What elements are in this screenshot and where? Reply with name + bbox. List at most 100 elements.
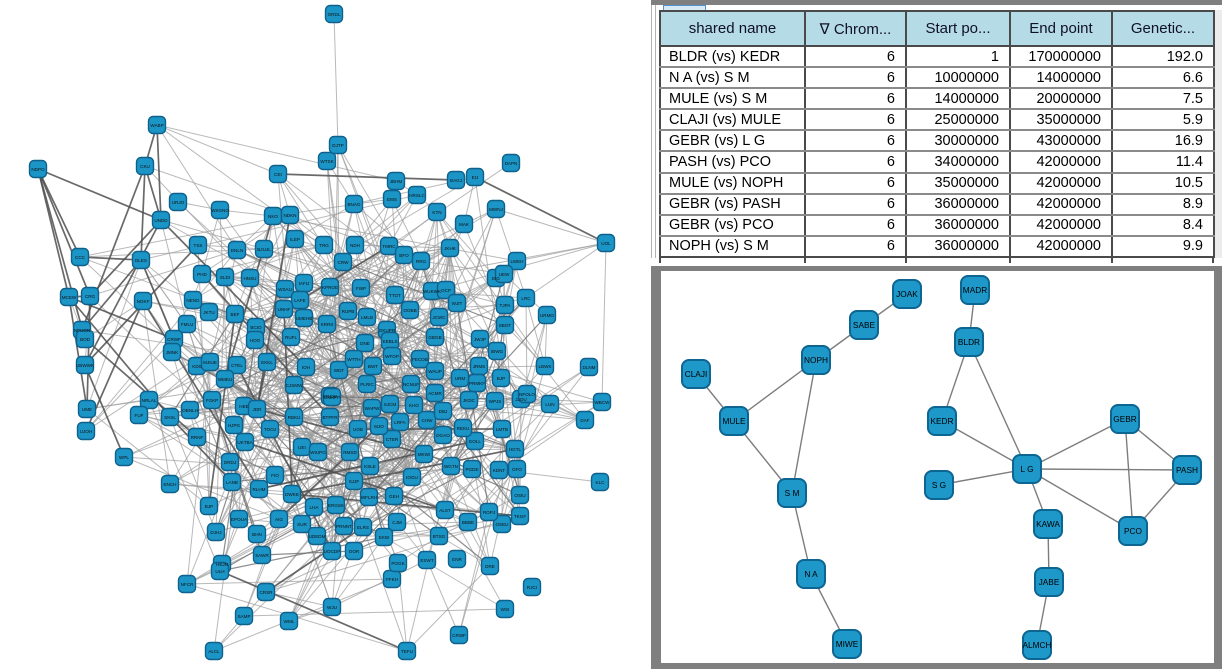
- svg-text:KEDR: KEDR: [930, 416, 953, 426]
- svg-text:OOR: OOR: [349, 549, 360, 554]
- svg-text:KTN: KTN: [432, 210, 441, 215]
- svg-text:EIG: EIG: [492, 276, 500, 281]
- svg-text:EMS: EMS: [387, 197, 397, 202]
- svg-text:DGAO: DGAO: [436, 433, 450, 438]
- svg-text:BWT: BWT: [368, 364, 378, 369]
- svg-text:NCNUF: NCNUF: [403, 382, 419, 387]
- svg-text:URMO: URMO: [540, 313, 554, 318]
- svg-text:CJSMW: CJSMW: [286, 383, 304, 388]
- svg-text:NDH: NDH: [350, 243, 360, 248]
- svg-text:NENG: NENG: [186, 298, 200, 303]
- svg-text:GEH: GEH: [389, 494, 399, 499]
- svg-text:NDPO: NDPO: [31, 167, 45, 172]
- svg-text:CTEL: CTEL: [231, 363, 243, 368]
- svg-text:OMKFP: OMKFP: [324, 395, 340, 400]
- svg-text:SUR: SUR: [297, 522, 307, 527]
- svg-text:NOKF: NOKF: [137, 299, 150, 304]
- svg-text:RRG: RRG: [416, 259, 427, 264]
- svg-text:IBWG: IBWG: [491, 349, 504, 354]
- svg-text:WDT: WDT: [334, 368, 345, 373]
- svg-text:BAGJ: BAGJ: [450, 178, 462, 183]
- svg-text:HGTL: HGTL: [509, 447, 522, 452]
- svg-text:KHO: KHO: [409, 403, 419, 408]
- svg-text:FECOB: FECOB: [412, 357, 428, 362]
- svg-text:CRW: CRW: [338, 260, 350, 265]
- svg-text:ERGSK: ERGSK: [328, 503, 345, 508]
- svg-text:BEF: BEF: [231, 312, 240, 317]
- svg-text:CHW: CHW: [422, 418, 434, 423]
- svg-text:LWEH: LWEH: [511, 259, 524, 264]
- svg-text:UOL: UOL: [601, 241, 611, 246]
- svg-text:WGTN: WGTN: [444, 464, 458, 469]
- svg-text:BNAO: BNAO: [347, 202, 360, 207]
- svg-text:IOGU: IOGU: [406, 475, 418, 480]
- svg-text:ALCL: ALCL: [208, 649, 220, 654]
- svg-text:LMTB: LMTB: [496, 427, 508, 432]
- svg-text:SLDI: SLDI: [220, 275, 230, 280]
- svg-text:S G: S G: [932, 480, 946, 490]
- svg-text:URM: URM: [455, 376, 466, 381]
- svg-text:KRRS: KRRS: [321, 322, 334, 327]
- svg-text:BLDR: BLDR: [958, 337, 980, 347]
- svg-text:BJP: BJP: [497, 376, 505, 381]
- svg-text:CRWF: CRWF: [452, 633, 466, 638]
- svg-text:PHD: PHD: [197, 272, 207, 277]
- svg-text:OSEU: OSEU: [495, 522, 508, 527]
- svg-text:BJUJL: BJUJL: [257, 247, 271, 252]
- svg-text:OFO: OFO: [512, 467, 522, 472]
- svg-text:FUF: FUF: [135, 413, 144, 418]
- svg-text:EKKL: EKKL: [261, 360, 273, 365]
- svg-text:WSGNO: WSGNO: [211, 208, 229, 213]
- svg-text:UJOH: UJOH: [80, 429, 93, 434]
- svg-text:WJIT: WJIT: [452, 301, 463, 306]
- svg-text:KSLE: KSLE: [364, 464, 376, 469]
- svg-text:ALST: ALST: [439, 508, 451, 513]
- svg-text:DWKE: DWKE: [285, 492, 299, 497]
- svg-text:HOO: HOO: [250, 338, 261, 343]
- svg-text:DNLN: DNLN: [231, 248, 244, 253]
- svg-text:MJIUE: MJIUE: [203, 360, 217, 365]
- svg-text:DNE: DNE: [360, 341, 370, 346]
- svg-text:RJCI: RJCI: [527, 585, 537, 590]
- svg-text:UEW: UEW: [499, 272, 510, 277]
- svg-text:NFOLO: NFOLO: [519, 392, 535, 397]
- svg-text:TSS: TSS: [194, 243, 203, 248]
- svg-text:BOD: BOD: [80, 337, 91, 342]
- svg-text:WFOP: WFOP: [385, 354, 399, 359]
- svg-text:OBNLH: OBNLH: [182, 408, 198, 413]
- svg-text:L G: L G: [1020, 464, 1033, 474]
- svg-text:TTOT: TTOT: [389, 293, 401, 298]
- svg-text:DAF: DAF: [580, 418, 589, 423]
- svg-text:RUPB: RUPB: [342, 309, 355, 314]
- svg-text:NFCR: NFCR: [181, 582, 194, 587]
- svg-text:UOB: UOB: [353, 427, 363, 432]
- svg-text:NKO: NKO: [268, 214, 278, 219]
- svg-text:JRMS: JRMS: [473, 364, 486, 369]
- svg-text:CKU: CKU: [140, 164, 150, 169]
- svg-text:SABE: SABE: [853, 320, 876, 330]
- svg-text:CJM: CJM: [392, 520, 402, 525]
- svg-text:LUN: LUN: [545, 402, 554, 407]
- svg-text:REKU: REKU: [457, 426, 470, 431]
- svg-text:MULE: MULE: [722, 416, 746, 426]
- svg-text:ENCH: ENCH: [163, 482, 176, 487]
- svg-text:WFLRH: WFLRH: [361, 495, 377, 500]
- svg-text:ALMCH: ALMCH: [1022, 640, 1051, 650]
- svg-text:WTSK: WTSK: [320, 159, 334, 164]
- svg-text:OOBB: OOBB: [403, 308, 416, 313]
- svg-text:KDS: KDS: [192, 364, 201, 369]
- svg-text:EKW: EKW: [379, 535, 390, 540]
- svg-text:LRC: LRC: [521, 296, 531, 301]
- svg-text:CRSR: CRSR: [259, 590, 273, 595]
- svg-text:AIG: AIG: [275, 517, 283, 522]
- svg-text:JMNK: JMNK: [166, 350, 179, 355]
- svg-text:JCWC: JCWC: [432, 315, 446, 320]
- svg-text:S M: S M: [785, 488, 800, 498]
- svg-text:EIJ: EIJ: [472, 175, 479, 180]
- svg-text:KAWA: KAWA: [1036, 519, 1060, 529]
- svg-text:ESWT: ESWT: [420, 558, 433, 563]
- svg-text:SJJF: SJJF: [349, 479, 360, 484]
- svg-text:IOH: IOH: [302, 365, 310, 370]
- svg-text:UNDD: UNDD: [154, 218, 168, 223]
- svg-text:WAPW: WAPW: [365, 406, 380, 411]
